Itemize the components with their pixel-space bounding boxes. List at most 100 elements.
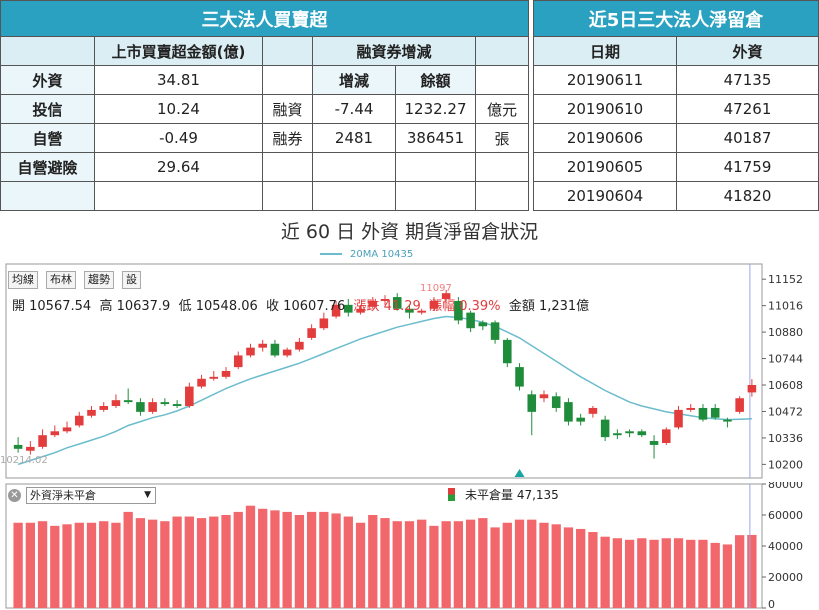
oi-value: 41820 <box>676 181 819 211</box>
candle-body <box>515 367 524 387</box>
blank-cell <box>262 181 313 211</box>
margin-label: 融資 <box>262 94 313 124</box>
oi-bar <box>722 544 733 608</box>
oi-bar <box>147 519 158 608</box>
col-date: 日期 <box>533 36 677 66</box>
oi-bar <box>270 510 280 608</box>
oi-bar <box>502 522 512 608</box>
blank-cell <box>475 181 529 211</box>
oi-bar <box>184 516 194 608</box>
indicator-select[interactable]: 外資淨未平倉 ▼ <box>26 487 156 504</box>
low-mark-label: 10214.02 <box>0 455 48 466</box>
candle-body <box>111 400 121 407</box>
short-change: 2481 <box>312 123 396 153</box>
oi-bar <box>196 518 207 608</box>
y-tick-label: 60000 <box>768 509 803 522</box>
blank-cell <box>475 65 529 95</box>
bollinger-button[interactable]: 布林 <box>46 271 76 289</box>
close-icon[interactable]: ✕ <box>8 489 21 502</box>
candle-body <box>392 297 402 309</box>
oi-legend-label: 未平倉量 47,135 <box>465 488 559 502</box>
oi-value: 47261 <box>676 94 819 124</box>
oi-bar <box>392 521 402 608</box>
oi-legend: 未平倉量 47,135 <box>448 486 559 503</box>
candle-body <box>136 402 145 412</box>
candle-body <box>197 378 206 387</box>
settings-button[interactable]: 設 <box>122 271 141 289</box>
blank-cell <box>395 152 476 182</box>
candle-body <box>723 419 732 422</box>
oi-bar <box>747 534 757 608</box>
info-close: 收 10607.76 <box>266 299 346 314</box>
oi-date: 20190610 <box>533 94 677 124</box>
candle-body <box>747 385 757 393</box>
candle-body <box>466 312 475 329</box>
oi-bar <box>735 535 745 608</box>
blank-cell <box>312 181 396 211</box>
oi-bar <box>563 527 574 608</box>
candle-body <box>99 406 109 410</box>
candle-body <box>233 355 243 368</box>
institutional-table: 三大法人買賣超 上市買賣超金額(億) 融資券增減 外資 34.81 增減 餘額 … <box>0 0 529 211</box>
candle-body <box>282 349 292 356</box>
oi-bar <box>624 539 635 608</box>
oi-bar <box>123 511 133 608</box>
trend-button[interactable]: 趨勢 <box>84 271 114 289</box>
candle-body <box>551 396 561 408</box>
oi-bar <box>527 519 537 608</box>
oi-bar <box>710 542 720 608</box>
oi-bar <box>86 522 97 608</box>
chevron-down-icon: ▼ <box>144 490 151 500</box>
y-tick-label: 10336 <box>768 432 803 445</box>
oi-date: 20190606 <box>533 123 677 153</box>
candle-body <box>735 398 744 412</box>
col-blank-2 <box>475 36 529 66</box>
oi-bar <box>172 516 182 608</box>
oi-bar <box>74 522 84 608</box>
blank-cell <box>94 181 263 211</box>
oi-bar <box>37 521 48 608</box>
candle-body <box>160 402 170 405</box>
y-tick-label: 20000 <box>768 571 803 584</box>
ma-button[interactable]: 均線 <box>8 271 38 289</box>
candle-body <box>649 441 659 445</box>
oi-bar <box>576 528 586 608</box>
oi-bar <box>551 524 561 608</box>
candle-body <box>13 444 23 449</box>
oi-bar <box>294 515 305 608</box>
candle-body <box>50 431 60 436</box>
candle-body <box>123 400 133 403</box>
y-tick-label: 80000 <box>768 482 803 491</box>
candle-body <box>87 409 96 416</box>
oi-bar <box>99 521 109 608</box>
y-tick-label: 10200 <box>768 458 803 471</box>
oi-bar <box>417 519 427 608</box>
oi-bar <box>135 518 146 608</box>
candle-body <box>246 347 255 356</box>
candle-body <box>600 419 610 438</box>
short-unit: 張 <box>475 123 529 153</box>
oi-bar <box>380 518 390 608</box>
oi-bar <box>13 522 23 608</box>
candle-body <box>576 417 585 422</box>
candle-body <box>26 446 35 451</box>
ma-legend-swatch <box>320 253 342 255</box>
oi-value: 40187 <box>676 123 819 153</box>
info-low: 低 10548.06 <box>178 299 258 314</box>
candle-body <box>270 343 280 356</box>
info-amount: 金額 1,231億 <box>508 299 590 314</box>
marker-triangle <box>514 469 525 477</box>
info-pct: 漲幅 0.39% <box>429 299 501 314</box>
ma20-line <box>17 315 752 466</box>
candle-body <box>710 407 720 418</box>
oi-bar <box>50 525 60 608</box>
indicator-select-value: 外資淨未平倉 <box>30 489 96 502</box>
info-open: 開 10567.54 <box>12 299 92 314</box>
margin-change: -7.44 <box>312 94 396 124</box>
candlestick-chart: 11152 11016 10880 10744 10608 10472 10336 10200 <box>5 263 803 479</box>
candle-body <box>429 300 439 309</box>
oi-bar <box>649 539 659 608</box>
oi-bar <box>319 511 329 608</box>
price-info: 開 10567.54 高 10637.9 低 10548.06 收 10607.… <box>12 295 589 314</box>
candle-body <box>503 339 512 364</box>
